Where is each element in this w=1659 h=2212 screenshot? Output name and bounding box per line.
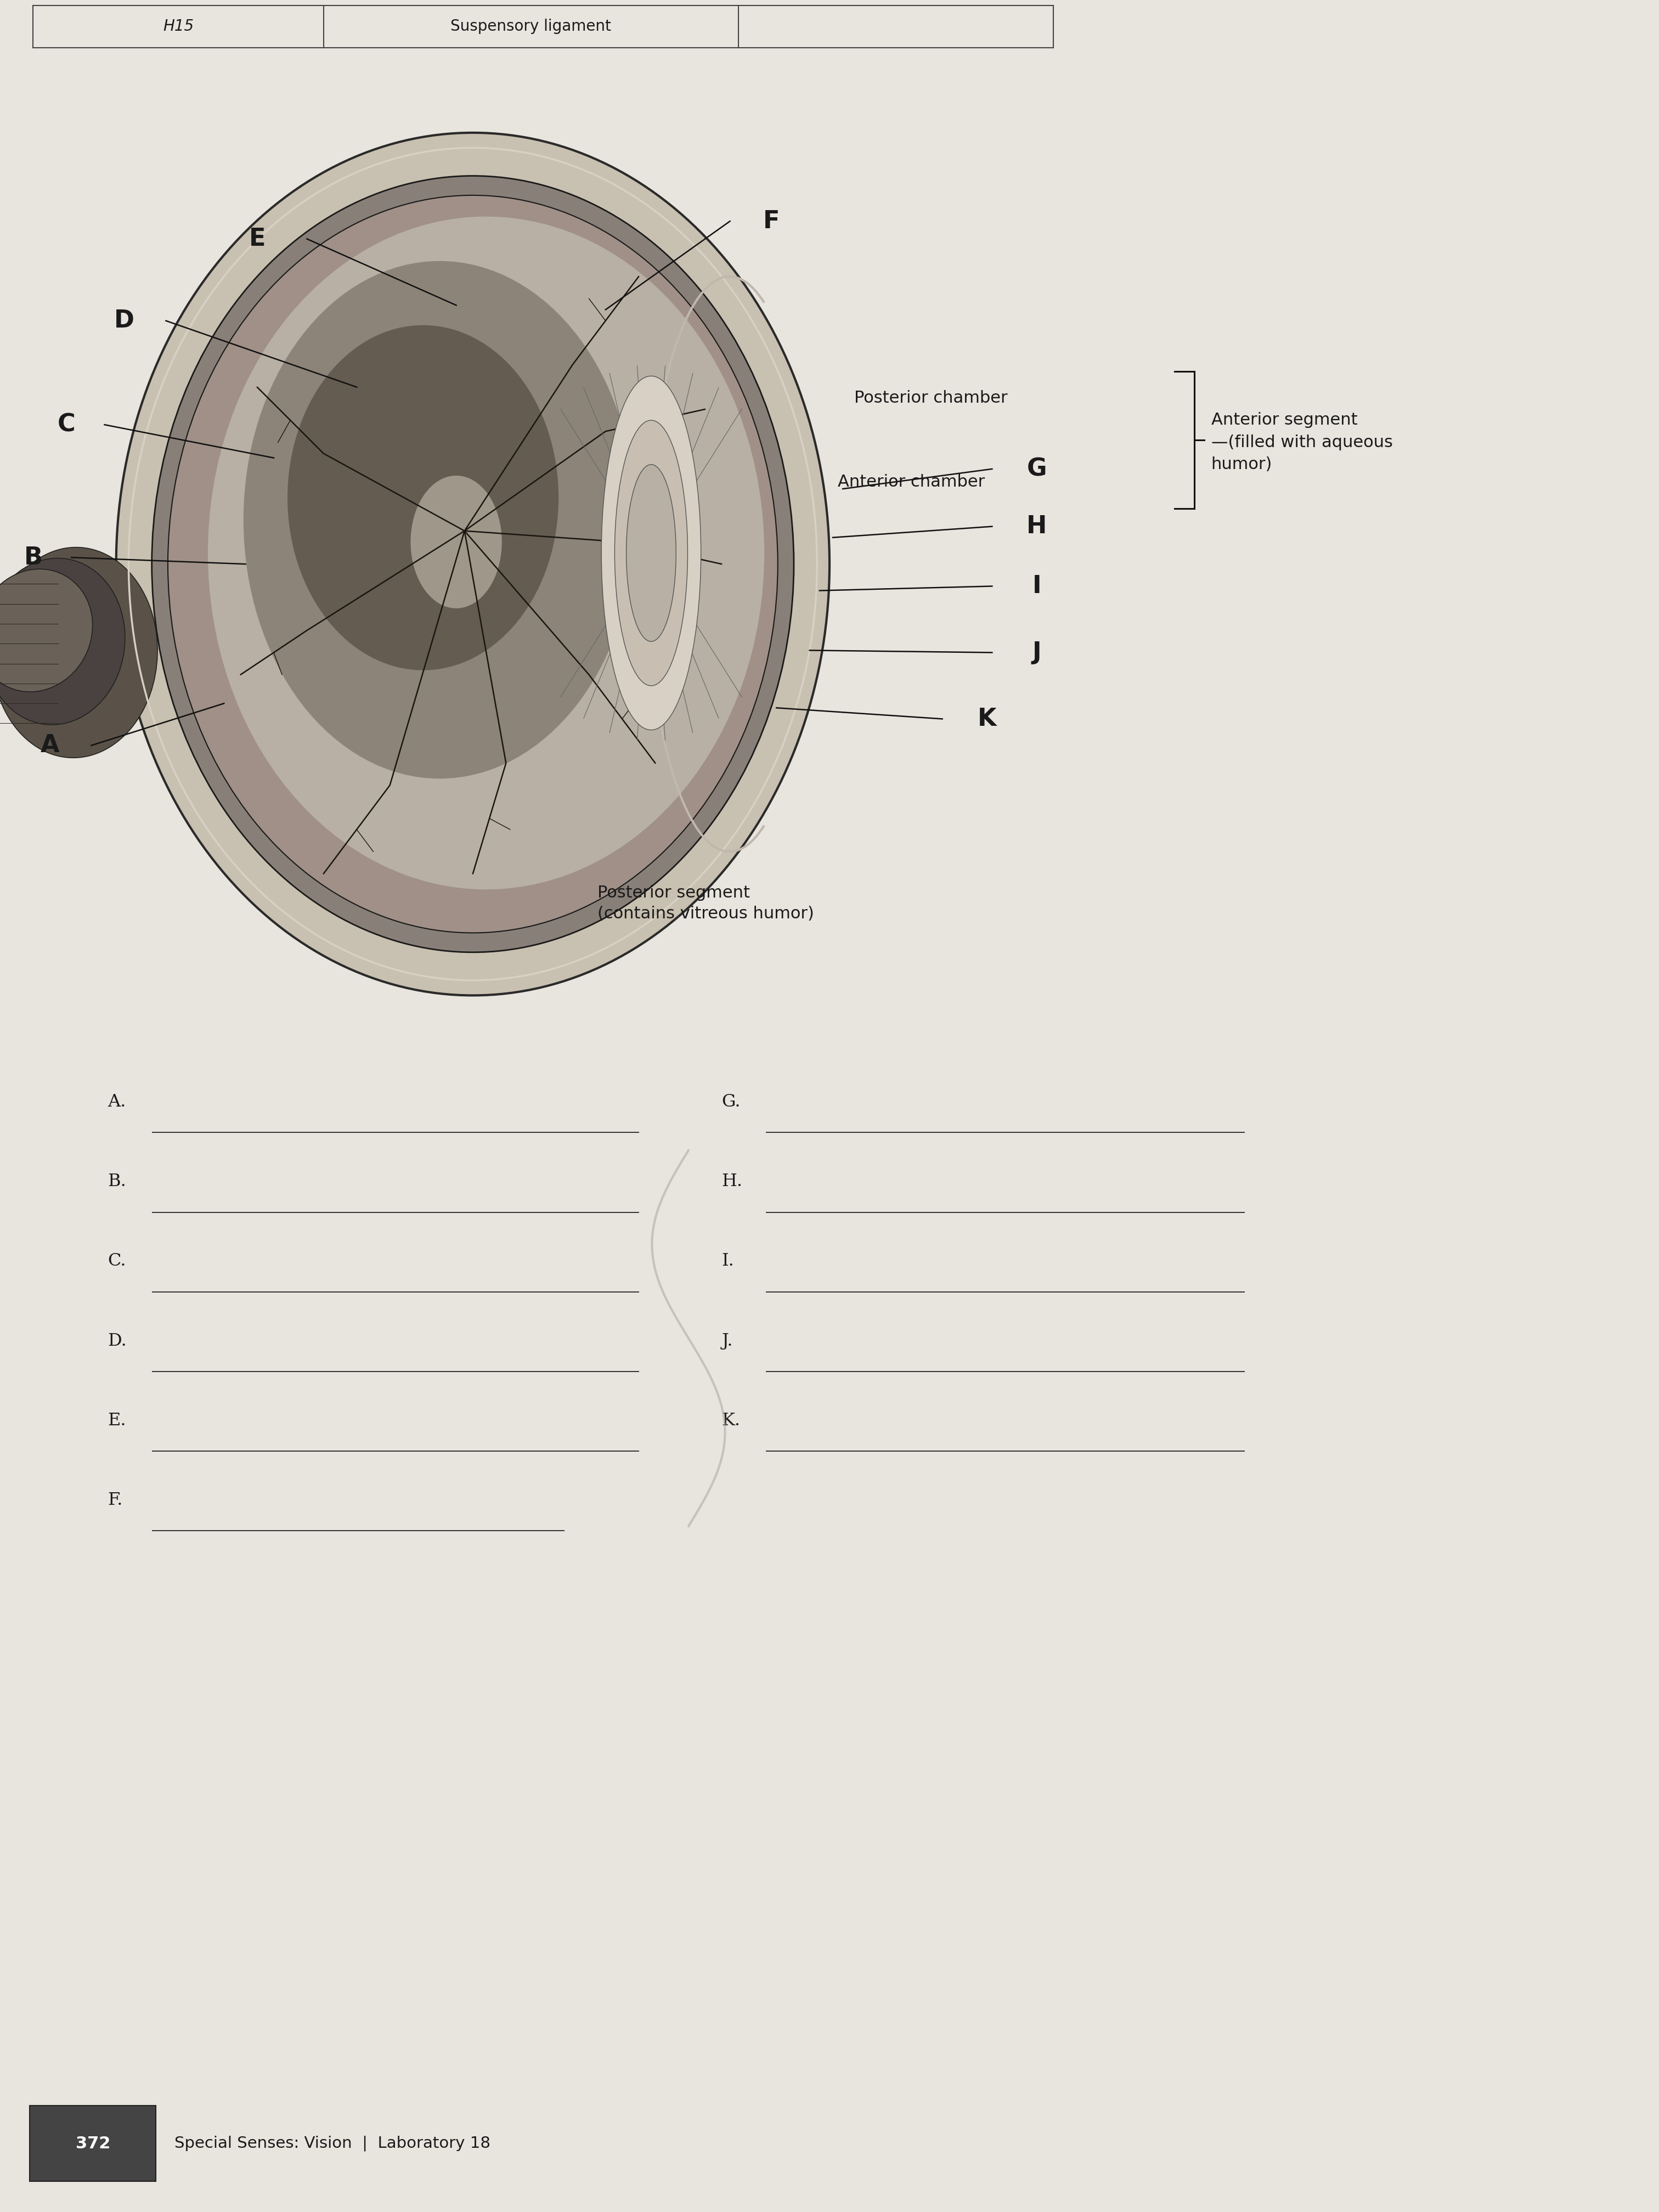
Text: Anterior segment
—(filled with aqueous
humor): Anterior segment —(filled with aqueous h…: [1211, 411, 1392, 473]
Ellipse shape: [287, 325, 559, 670]
Ellipse shape: [0, 568, 93, 692]
Ellipse shape: [625, 465, 675, 641]
Ellipse shape: [0, 557, 124, 726]
Text: Posterior chamber: Posterior chamber: [854, 389, 1007, 407]
Text: I: I: [1032, 575, 1042, 597]
Text: B.: B.: [108, 1172, 126, 1190]
Ellipse shape: [0, 546, 158, 759]
Text: A: A: [40, 734, 60, 757]
Text: Anterior chamber: Anterior chamber: [838, 473, 985, 491]
FancyBboxPatch shape: [30, 2106, 156, 2181]
Text: H.: H.: [722, 1172, 743, 1190]
Ellipse shape: [207, 217, 765, 889]
Text: G: G: [1027, 458, 1047, 480]
Text: C: C: [58, 414, 75, 436]
Text: D: D: [114, 310, 134, 332]
Text: F: F: [763, 210, 780, 232]
Ellipse shape: [614, 420, 687, 686]
Text: B: B: [23, 546, 43, 568]
Text: F.: F.: [108, 1491, 123, 1509]
Text: J: J: [1032, 641, 1042, 664]
Text: C.: C.: [108, 1252, 126, 1270]
Text: D.: D.: [108, 1332, 126, 1349]
Text: A.: A.: [108, 1093, 126, 1110]
Ellipse shape: [151, 177, 793, 951]
Text: E.: E.: [108, 1411, 126, 1429]
Text: E: E: [249, 228, 265, 250]
Text: J.: J.: [722, 1332, 733, 1349]
Text: H: H: [1027, 515, 1047, 538]
Ellipse shape: [601, 376, 700, 730]
Ellipse shape: [116, 133, 830, 995]
Text: K.: K.: [722, 1411, 740, 1429]
Text: I.: I.: [722, 1252, 735, 1270]
Text: Suspensory ligament: Suspensory ligament: [451, 20, 611, 33]
Text: Posterior segment
(contains vitreous humor): Posterior segment (contains vitreous hum…: [597, 885, 815, 922]
Text: 372: 372: [76, 2135, 109, 2152]
Text: H15: H15: [163, 20, 194, 33]
Text: Special Senses: Vision  |  Laboratory 18: Special Senses: Vision | Laboratory 18: [174, 2135, 489, 2152]
Ellipse shape: [244, 261, 635, 779]
Text: G.: G.: [722, 1093, 740, 1110]
Ellipse shape: [168, 195, 778, 933]
Text: K: K: [977, 708, 997, 730]
Ellipse shape: [410, 476, 501, 608]
